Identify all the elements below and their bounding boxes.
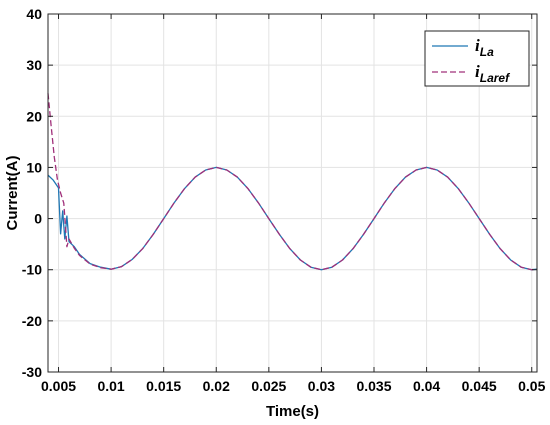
legend-label-main: i <box>475 62 480 81</box>
y-axis-label: Current(A) <box>4 156 21 231</box>
x-tick-label: 0.03 <box>308 378 335 394</box>
legend-entry: iLa <box>475 36 494 59</box>
legend-label-subscript: La <box>480 45 494 59</box>
x-tick-label: 0.01 <box>97 378 124 394</box>
y-tick-label: -10 <box>22 262 42 278</box>
y-tick-label: -20 <box>22 313 42 329</box>
y-tick-label: -30 <box>22 364 42 380</box>
x-tick-label: 0.035 <box>356 378 391 394</box>
y-tick-label: 0 <box>34 211 42 227</box>
x-tick-label: 0.04 <box>413 378 440 394</box>
x-tick-label: 0.005 <box>41 378 76 394</box>
legend-label-main: i <box>475 36 480 55</box>
series-line-i-laref <box>47 93 538 271</box>
legend-label-subscript: Laref <box>480 71 510 85</box>
y-tick-label: 10 <box>26 159 42 175</box>
x-tick-label: 0.045 <box>462 378 497 394</box>
x-tick-label: 0.015 <box>146 378 181 394</box>
y-tick-label: 20 <box>26 108 42 124</box>
legend-box <box>424 30 530 87</box>
axis-ticks: 0.005 0.01 0.015 0.02 0.025 0.03 0.035 0.04 0.04… <box>22 6 546 394</box>
y-tick-label: 30 <box>26 57 42 73</box>
legend-entry: iLaref <box>475 62 510 85</box>
x-tick-label: 0.05 <box>518 378 545 394</box>
x-tick-label: 0.02 <box>203 378 230 394</box>
x-tick-label: 0.025 <box>251 378 286 394</box>
plot-frame <box>47 13 538 373</box>
series-group <box>47 93 538 271</box>
y-tick-label: 40 <box>26 6 42 22</box>
x-axis-label: Time(s) <box>266 403 319 420</box>
